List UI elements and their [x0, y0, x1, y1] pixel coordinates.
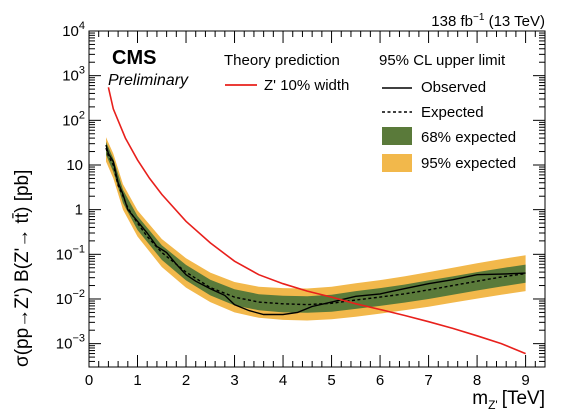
y-tick-label: 104	[62, 20, 85, 40]
x-tick-label: 5	[327, 372, 335, 389]
expected-bands	[106, 137, 526, 321]
legend-band68-swatch	[382, 127, 412, 145]
x-tick-label: 2	[182, 372, 190, 389]
y-axis-title: σ(pp→Z') B(Z'→ tt̄) [pb]	[12, 170, 33, 367]
legend-band95-swatch	[382, 154, 412, 172]
x-tick-label: 4	[279, 372, 287, 389]
legend-expected-label: Expected	[421, 104, 484, 121]
x-tick-label: 8	[473, 372, 481, 389]
cms-label: CMS	[112, 47, 156, 69]
legend-band68-label: 68% expected	[421, 129, 516, 146]
legend-band95-label: 95% expected	[421, 155, 516, 172]
x-tick-label: 7	[424, 372, 432, 389]
y-tick-label: 10−2	[56, 288, 85, 308]
axis-ticks	[88, 30, 545, 368]
y-tick-label: 103	[62, 65, 85, 85]
limit-curves	[105, 87, 526, 355]
x-axis-title: mZ' [TeV]	[472, 388, 545, 412]
observed-limit-line	[105, 144, 526, 316]
legend-observed-label: Observed	[421, 79, 486, 96]
legend-theory-title: Theory prediction	[224, 52, 340, 69]
y-tick-label: 102	[62, 109, 85, 129]
x-tick-label: 3	[230, 372, 238, 389]
preliminary-label: Preliminary	[108, 72, 189, 89]
y-tick-label: 10−1	[56, 243, 85, 263]
tick-labels: 0 1 2 3 4 5 6 7 8 9 10−3 10−2 10−1 1 10 102 103 104	[56, 20, 530, 389]
y-tick-label: 10	[66, 157, 83, 174]
theory-prediction-line	[107, 87, 526, 355]
x-tick-label: 1	[133, 372, 141, 389]
x-tick-label: 9	[521, 372, 529, 389]
x-tick-label: 6	[376, 372, 384, 389]
legend-limit-title: 95% CL upper limit	[379, 52, 506, 69]
legend-theory-label: Z' 10% width	[264, 77, 349, 94]
band-95-expected	[106, 137, 526, 321]
lumi-label: 138 fb−1 (13 TeV)	[431, 12, 545, 30]
y-tick-label: 10−3	[56, 333, 85, 353]
plot-frame	[88, 30, 546, 368]
y-tick-label: 1	[75, 202, 83, 219]
x-tick-label: 0	[85, 372, 93, 389]
